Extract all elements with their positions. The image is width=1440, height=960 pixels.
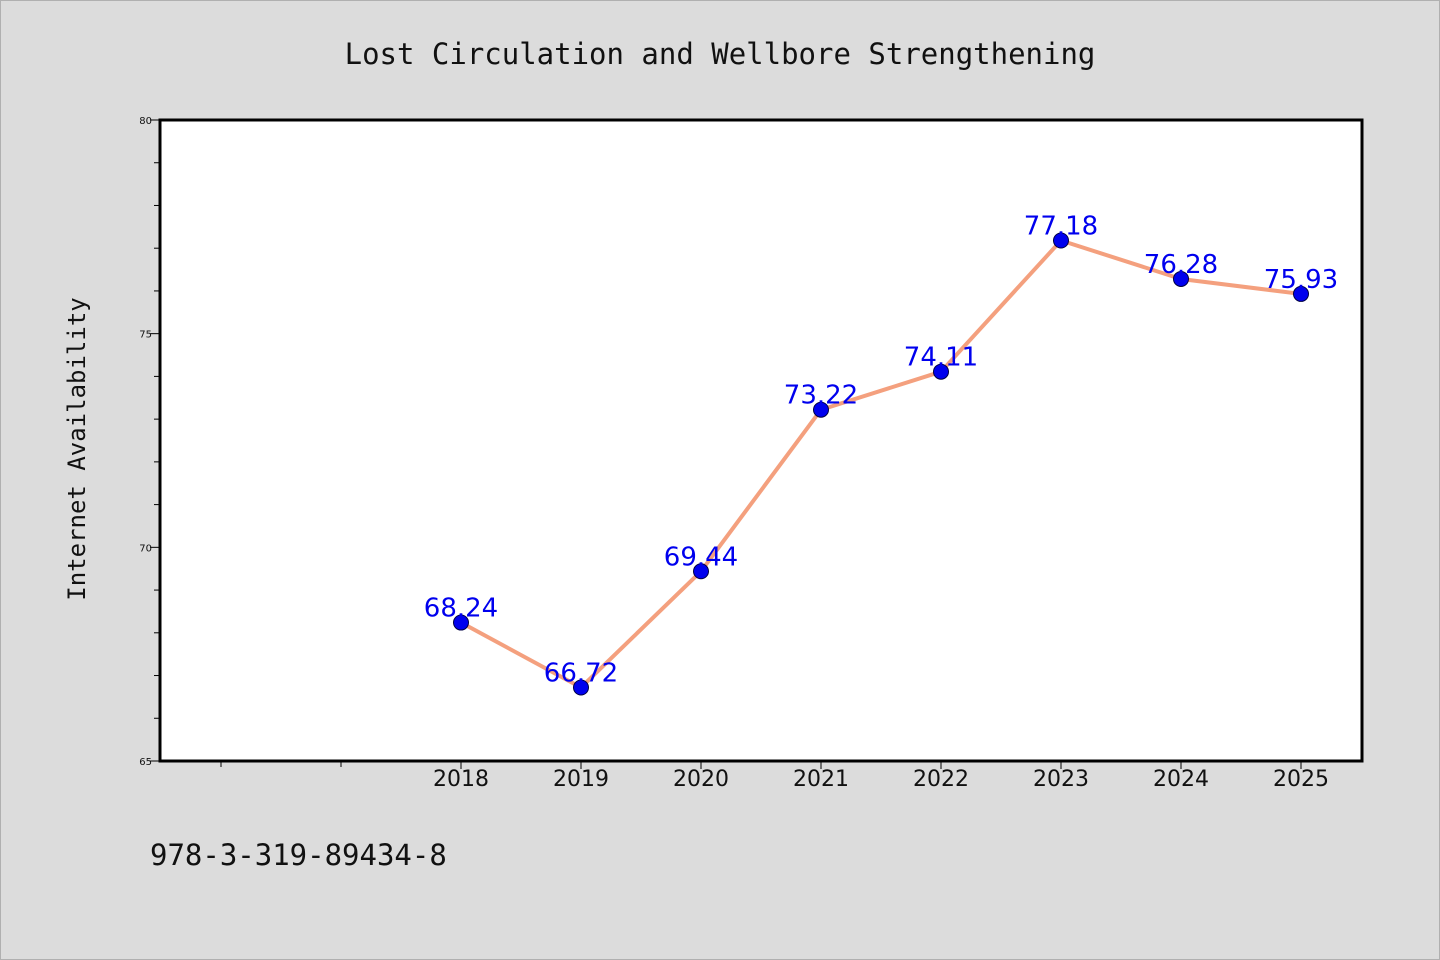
y-tick-label: 65	[139, 757, 152, 768]
data-point	[453, 614, 469, 631]
x-tick-label: 2019	[553, 767, 609, 792]
y-tick-label: 80	[139, 116, 152, 127]
plot-area	[160, 120, 1362, 761]
data-point	[1293, 285, 1309, 302]
x-tick-label: 2024	[1153, 767, 1209, 792]
y-axis-label: Internet Availability	[63, 297, 91, 600]
data-label: 73.22	[784, 381, 858, 411]
data-point	[693, 563, 709, 580]
data-label: 66.72	[544, 658, 618, 688]
data-label: 75.93	[1264, 265, 1338, 295]
data-point	[813, 401, 829, 418]
x-tick-label: 2022	[913, 767, 969, 792]
y-tick-label: 75	[139, 330, 152, 341]
data-label: 77.18	[1024, 212, 1098, 242]
data-point	[573, 679, 589, 696]
data-point	[1053, 232, 1069, 249]
series-markers	[453, 232, 1309, 696]
x-tick-label: 2025	[1273, 767, 1329, 792]
chart-title: Lost Circulation and Wellbore Strengthen…	[345, 37, 1096, 71]
data-point	[1173, 270, 1189, 287]
data-label: 74.11	[904, 343, 978, 373]
isbn-footer: 978-3-319-89434-8	[150, 838, 447, 872]
data-label: 69.44	[664, 542, 738, 572]
x-tick-label: 2020	[673, 767, 729, 792]
plot-frame	[158, 118, 1364, 763]
data-labels: 68.24 66.72 69.44 73.22 74.11 77.18 76.28 75.93	[424, 212, 1338, 689]
y-axis-ticks: 65 70 75 80	[139, 116, 160, 768]
data-label: 76.28	[1144, 250, 1218, 280]
data-label: 68.24	[424, 594, 498, 624]
x-axis-ticks: 2018 2019 2020 2021 2022 2023 2024 2025	[220, 761, 1329, 792]
x-tick-label: 2023	[1033, 767, 1089, 792]
x-tick-label: 2018	[433, 767, 489, 792]
y-tick-label: 70	[139, 543, 152, 554]
series-line	[460, 238, 1302, 690]
x-tick-label: 2021	[793, 767, 849, 792]
data-point	[933, 363, 949, 380]
